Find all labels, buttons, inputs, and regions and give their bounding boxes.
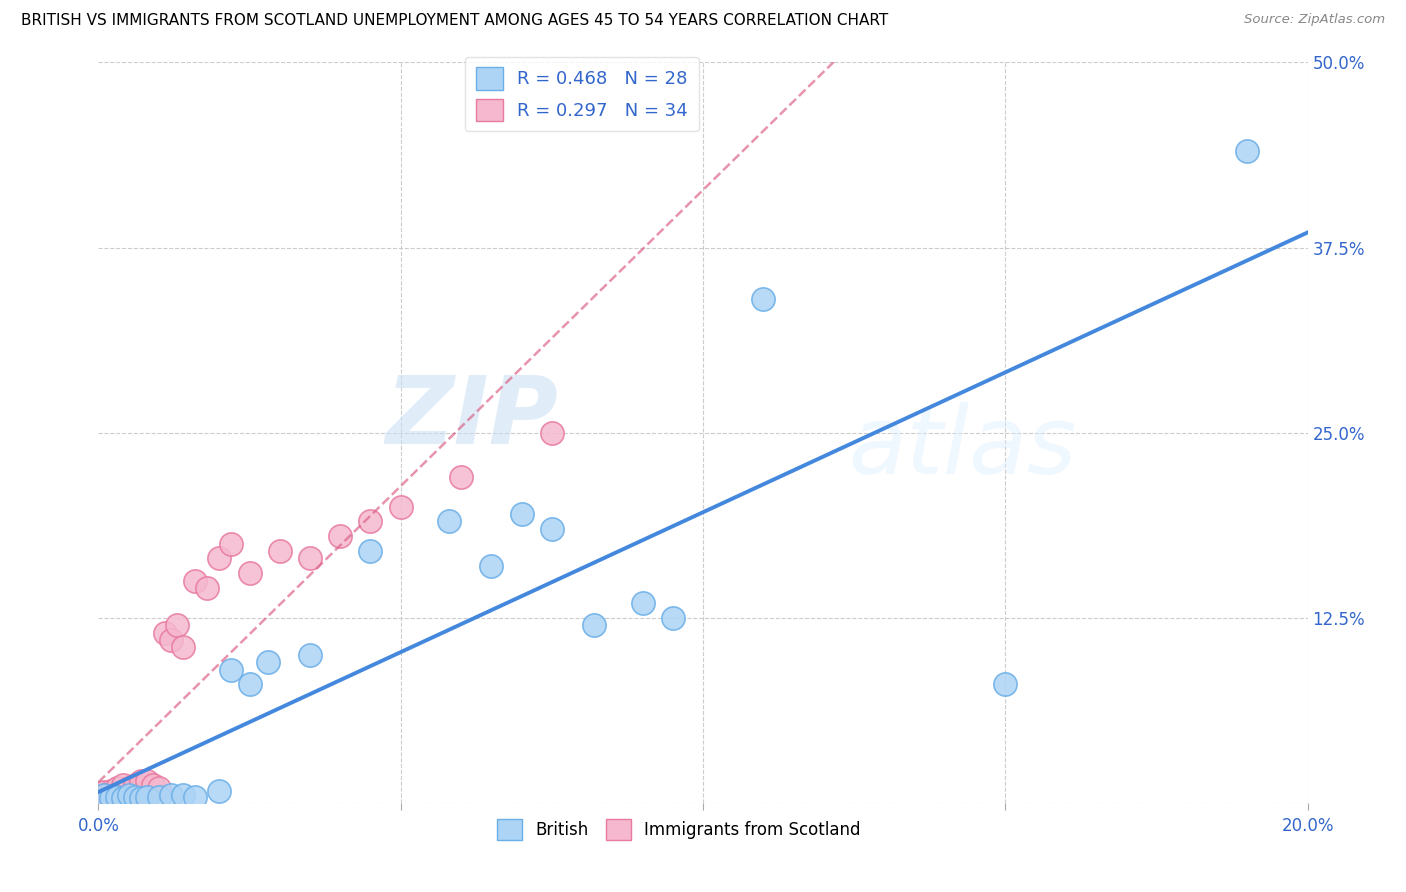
Point	[105, 780, 128, 795]
Point	[661, 610, 683, 624]
Point	[105, 789, 128, 804]
Point	[389, 500, 412, 514]
Point	[124, 784, 146, 798]
Point	[360, 544, 382, 558]
Point	[221, 663, 243, 677]
Point	[135, 789, 157, 804]
Point	[437, 515, 460, 529]
Point	[100, 784, 122, 798]
Point	[118, 789, 141, 803]
Point	[100, 791, 122, 805]
Point	[256, 655, 278, 669]
Point	[153, 625, 176, 640]
Point	[160, 789, 183, 803]
Point	[583, 618, 606, 632]
Point	[172, 640, 194, 655]
Point	[1236, 145, 1258, 159]
Point	[239, 566, 262, 581]
Point	[994, 677, 1017, 691]
Point	[129, 780, 152, 795]
Point	[105, 789, 128, 803]
Legend: British, Immigrants from Scotland: British, Immigrants from Scotland	[491, 813, 868, 847]
Point	[93, 785, 115, 799]
Point	[540, 425, 562, 440]
Point	[111, 778, 134, 792]
Text: ZIP: ZIP	[385, 372, 558, 464]
Text: BRITISH VS IMMIGRANTS FROM SCOTLAND UNEMPLOYMENT AMONG AGES 45 TO 54 YEARS CORRE: BRITISH VS IMMIGRANTS FROM SCOTLAND UNEM…	[21, 13, 889, 29]
Point	[148, 780, 170, 795]
Point	[124, 778, 146, 792]
Point	[118, 780, 141, 795]
Point	[142, 778, 165, 792]
Point	[172, 789, 194, 803]
Point	[93, 789, 115, 803]
Point	[124, 789, 146, 804]
Point	[299, 551, 322, 566]
Point	[118, 787, 141, 801]
Point	[148, 789, 170, 804]
Point	[540, 522, 562, 536]
Point	[208, 551, 231, 566]
Point	[510, 507, 533, 521]
Point	[752, 293, 775, 307]
Point	[329, 529, 352, 543]
Point	[135, 784, 157, 798]
Point	[269, 544, 291, 558]
Point	[450, 470, 472, 484]
Point	[93, 789, 115, 803]
Point	[631, 596, 654, 610]
Point	[111, 785, 134, 799]
Point	[208, 784, 231, 798]
Point	[184, 574, 207, 588]
Point	[129, 791, 152, 805]
Point	[221, 536, 243, 550]
Point	[481, 558, 503, 573]
Point	[299, 648, 322, 662]
Text: atlas: atlas	[848, 402, 1077, 493]
Point	[195, 581, 218, 595]
Point	[160, 632, 183, 647]
Point	[111, 791, 134, 805]
Point	[239, 677, 262, 691]
Point	[184, 789, 207, 804]
Point	[360, 515, 382, 529]
Point	[100, 787, 122, 801]
Point	[135, 773, 157, 788]
Text: Source: ZipAtlas.com: Source: ZipAtlas.com	[1244, 13, 1385, 27]
Point	[129, 773, 152, 788]
Point	[166, 618, 188, 632]
